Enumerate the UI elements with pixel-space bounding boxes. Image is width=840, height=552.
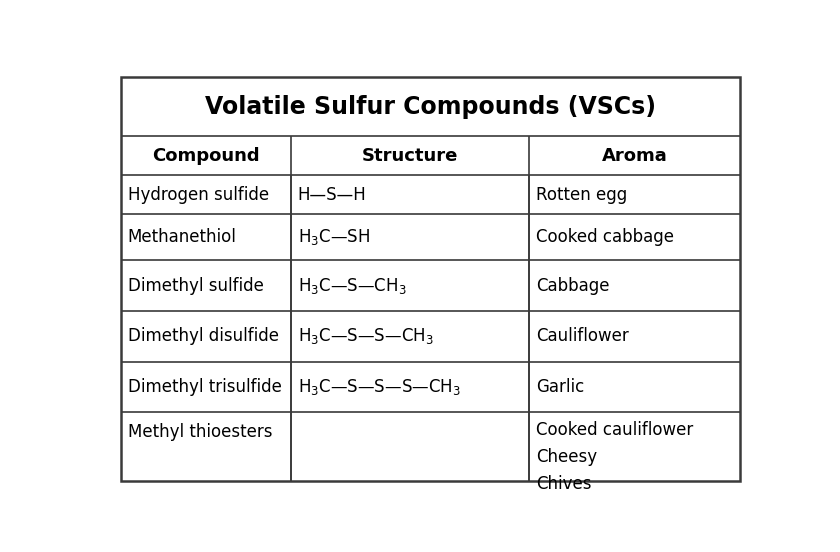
Text: Garlic: Garlic bbox=[536, 378, 584, 396]
Text: Volatile Sulfur Compounds (VSCs): Volatile Sulfur Compounds (VSCs) bbox=[205, 94, 656, 119]
Text: Cooked cauliflower
Cheesy
Chives: Cooked cauliflower Cheesy Chives bbox=[536, 421, 693, 493]
Text: Methanethiol: Methanethiol bbox=[128, 228, 237, 246]
Text: $\mathregular{H_3C}$—SH: $\mathregular{H_3C}$—SH bbox=[298, 227, 370, 247]
Text: Dimethyl trisulfide: Dimethyl trisulfide bbox=[128, 378, 281, 396]
Text: Dimethyl disulfide: Dimethyl disulfide bbox=[128, 327, 279, 346]
Text: Cabbage: Cabbage bbox=[536, 277, 610, 295]
Text: Cauliflower: Cauliflower bbox=[536, 327, 628, 346]
Text: Cooked cabbage: Cooked cabbage bbox=[536, 228, 674, 246]
Text: Compound: Compound bbox=[153, 147, 260, 165]
Text: $\mathregular{H_3C}$—S—S—S—$\mathregular{CH_3}$: $\mathregular{H_3C}$—S—S—S—$\mathregular… bbox=[298, 377, 461, 397]
Text: H—S—H: H—S—H bbox=[298, 185, 366, 204]
Text: $\mathregular{H_3C}$—S—$\mathregular{CH_3}$: $\mathregular{H_3C}$—S—$\mathregular{CH_… bbox=[298, 275, 407, 295]
Text: Structure: Structure bbox=[362, 147, 459, 165]
Text: Dimethyl sulfide: Dimethyl sulfide bbox=[128, 277, 264, 295]
Text: $\mathregular{H_3C}$—S—S—$\mathregular{CH_3}$: $\mathregular{H_3C}$—S—S—$\mathregular{C… bbox=[298, 326, 433, 346]
Text: Rotten egg: Rotten egg bbox=[536, 185, 627, 204]
Text: Methyl thioesters: Methyl thioesters bbox=[128, 423, 272, 440]
Text: Hydrogen sulfide: Hydrogen sulfide bbox=[128, 185, 269, 204]
Text: Aroma: Aroma bbox=[601, 147, 668, 165]
